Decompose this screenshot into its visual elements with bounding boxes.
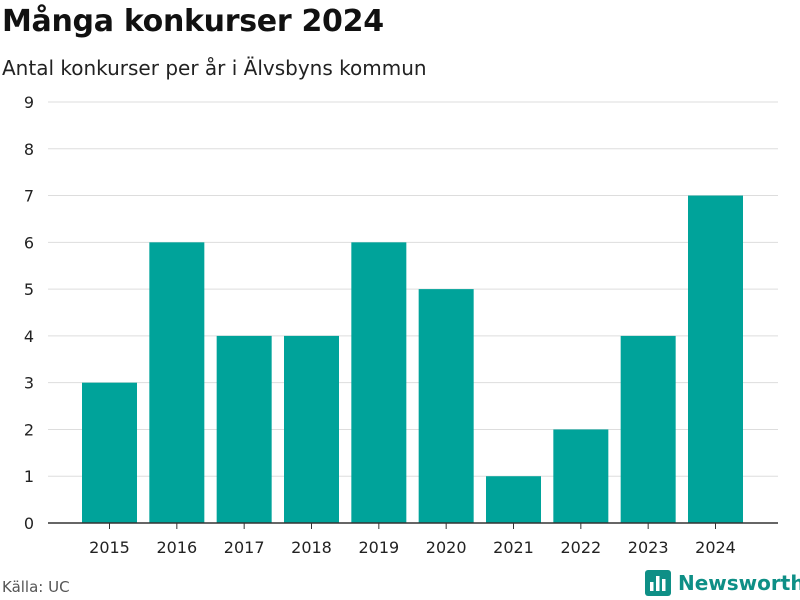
y-tick-label: 9 [24, 93, 34, 112]
y-tick-label: 3 [24, 374, 34, 393]
y-tick-label: 4 [24, 327, 34, 346]
x-tick-label: 2024 [695, 538, 736, 557]
x-tick-label: 2018 [291, 538, 332, 557]
y-tick-label: 8 [24, 140, 34, 159]
bar-2022 [553, 429, 609, 523]
x-axis-ticks: 2015 2016 2017 2018 2019 2020 2021 2022 2023 2024 [89, 523, 736, 557]
y-axis-ticks: 0 1 2 3 4 5 6 7 8 9 [24, 93, 34, 533]
x-tick-label: 2022 [560, 538, 601, 557]
bar-2021 [486, 476, 541, 523]
x-tick-label: 2023 [628, 538, 669, 557]
brand-name: Newsworthy [678, 571, 800, 595]
bar-2019 [351, 242, 407, 524]
y-tick-label: 1 [24, 467, 34, 486]
x-tick-label: 2020 [426, 538, 467, 557]
bar-chart-logo-icon [645, 570, 671, 596]
bar-2023 [620, 335, 676, 523]
y-tick-label: 2 [24, 420, 34, 439]
newsworthy-logo: Newsworthy [645, 568, 800, 598]
y-tick-label: 6 [24, 233, 34, 252]
chart-subtitle: Antal konkurser per år i Älvsbyns kommun [2, 56, 427, 80]
y-tick-label: 7 [24, 187, 34, 206]
y-tick-label: 5 [24, 280, 34, 299]
bar-2017 [216, 335, 272, 523]
bar-2016 [149, 242, 205, 524]
chart-title: Många konkurser 2024 [2, 4, 384, 39]
x-tick-label: 2016 [156, 538, 197, 557]
bar-2020 [418, 289, 474, 523]
bar-2024 [688, 195, 743, 524]
bars [82, 195, 743, 524]
x-tick-label: 2019 [358, 538, 399, 557]
x-tick-label: 2015 [89, 538, 130, 557]
bar-2018 [284, 335, 339, 523]
bar-2015 [82, 382, 137, 523]
x-tick-label: 2021 [493, 538, 534, 557]
y-tick-label: 0 [24, 514, 34, 533]
x-tick-label: 2017 [224, 538, 265, 557]
source-note: Källa: UC [2, 578, 70, 596]
